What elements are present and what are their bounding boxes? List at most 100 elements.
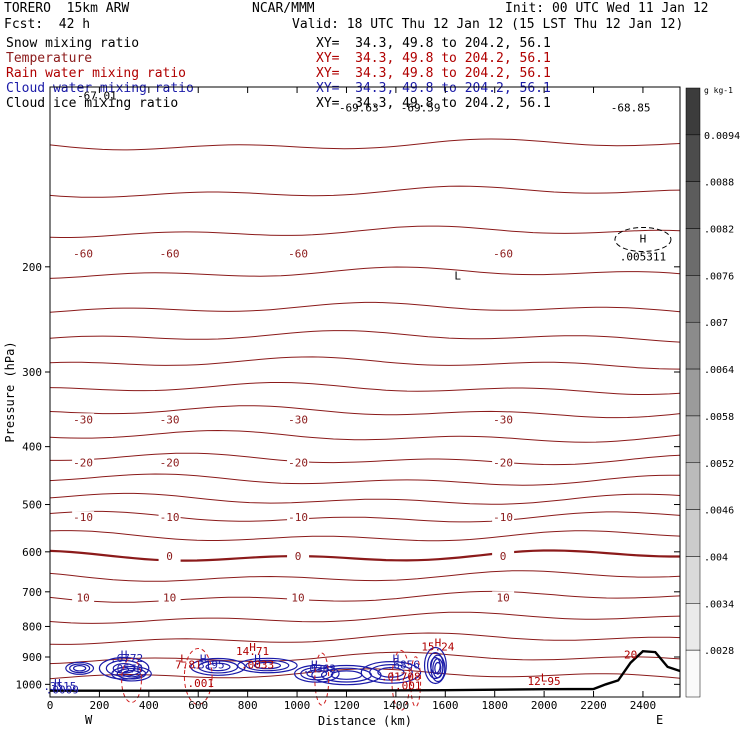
contour-value-label: -69.59 [401, 102, 441, 115]
extremum-marker: H [393, 653, 400, 666]
legend-xy-cloud-water: XY= 34.3, 49.8 to 204.2, 56.1 [316, 81, 551, 96]
legend-label-cloud-ice: Cloud ice mixing ratio [6, 96, 179, 111]
isotherm-label: -60 [288, 248, 308, 261]
isotherm-line [49, 651, 681, 665]
isotherm-label: -20 [493, 456, 513, 469]
isotherm-label-bg [72, 511, 95, 525]
isotherm-line [49, 356, 681, 370]
isotherm-line [49, 225, 681, 238]
isotherm-line [49, 570, 681, 582]
isotherm-label: -30 [73, 413, 93, 426]
extremum-marker: H [121, 648, 128, 661]
isotherm-label-bg [287, 247, 310, 261]
cloud-water-contour [368, 664, 413, 681]
contour-value-label: -67.01 [77, 90, 117, 103]
cloud-water-contour [430, 654, 446, 683]
x-tick-label: 2000 [531, 699, 558, 712]
isotherm-label-bg [158, 550, 181, 564]
isotherm-line [49, 590, 681, 603]
colorbar-tick-label: 0.0094 [704, 131, 740, 142]
isotherm-label-bg [492, 591, 515, 605]
cloud-water-contour [432, 658, 444, 679]
isotherm-label-bg [492, 247, 515, 261]
y-axis-label: Pressure (hPa) [3, 341, 17, 442]
colorbar-swatch [685, 603, 701, 651]
legend-xy-cloud-ice: XY= 34.3, 49.8 to 204.2, 56.1 [316, 96, 551, 111]
isotherm-label: -10 [288, 511, 308, 524]
colorbar-swatch [685, 321, 701, 370]
y-tick-label: 1000 [16, 678, 43, 691]
isotherm-label-bg [492, 456, 515, 470]
isotherm-label-bg [492, 511, 515, 525]
west-label: W [85, 713, 93, 727]
cloud-water-contour [434, 661, 442, 675]
x-tick-label: 2400 [630, 699, 657, 712]
extremum-marker: L [541, 672, 548, 685]
contour-value-label: -68.85 [611, 102, 651, 115]
contour-value-label: 14.71 [236, 645, 269, 658]
colorbar-swatch [685, 134, 701, 182]
y-tick-label: 300 [22, 366, 42, 379]
colorbar-swatch [685, 87, 701, 136]
colorbar-tick-label: .0058 [704, 412, 734, 423]
cloud-water-contour [205, 662, 231, 672]
contour-value-label: .3195 [192, 658, 225, 671]
isotherm-line [49, 138, 681, 151]
colorbar-tick-label: .0088 [704, 178, 734, 189]
colorbar-tick-label: .007 [704, 318, 728, 329]
rain-contour [183, 647, 213, 705]
contour-value-label: .01708 [381, 670, 421, 683]
cloud-water-contour [237, 657, 298, 674]
plot-frame [49, 86, 681, 698]
isotherm-line [50, 452, 681, 466]
colorbar-tick-label: .0052 [704, 459, 734, 470]
x-tick-label: 1800 [481, 699, 508, 712]
isotherm-line [49, 473, 681, 486]
y-tick-label: 900 [22, 651, 42, 664]
x-tick-label: 800 [238, 699, 258, 712]
isotherm-label-bg [158, 591, 181, 605]
valid-time: Valid: 18 UTC Thu 12 Jan 12 (15 LST Thu … [292, 17, 684, 32]
cloud-water-contour [116, 667, 147, 680]
y-tick-label: 200 [22, 261, 42, 274]
isotherm-label: 0 [166, 550, 173, 563]
y-tick-label: 700 [22, 586, 42, 599]
isotherm-line [49, 266, 681, 279]
x-tick-label: 1200 [333, 699, 360, 712]
extremum-marker: H [640, 232, 647, 245]
x-axis-label: Distance (km) [318, 714, 412, 728]
colorbar-unit: g kg-1 [704, 86, 733, 95]
legend-label-cloud-water: Cloud water mixing ratio [6, 81, 194, 96]
isotherm-line [49, 632, 681, 645]
y-tick-label: 400 [22, 441, 42, 454]
isotherm-label: -20 [160, 456, 180, 469]
colorbar: 0.0094 .0088 .0082 .0076 .007 .0064 .0058 .0052… [685, 86, 740, 698]
cloud-water-contour [190, 657, 246, 676]
forecast-hour: Fcst: 42 h [4, 17, 91, 32]
cloud-water-contour [377, 667, 405, 678]
x-tick-label: 400 [139, 699, 159, 712]
isotherm-line [49, 429, 681, 443]
east-label: E [656, 713, 663, 727]
contour-value-label: 7.81 [175, 658, 202, 671]
isotherm-label-bg [287, 591, 310, 605]
isotherm-line [49, 510, 681, 523]
extremum-marker: H [200, 653, 207, 666]
isotherm-layer: -60 -60 -60 -60 -30 -30 -30 -30 -20 -20 -20 -20 -10 -… [49, 138, 681, 680]
extremum-marker: L [180, 653, 187, 666]
isotherm-label-bg [158, 511, 181, 525]
isotherm-label: 10 [76, 591, 89, 604]
contour-value-label: 15.24 [421, 641, 454, 654]
colorbar-tick-label: .0082 [704, 225, 734, 236]
contour-value-label: .0033 [241, 658, 274, 671]
x-tick-label: 1000 [284, 699, 311, 712]
isotherm-label-bg [72, 247, 95, 261]
isotherm-line [49, 405, 681, 419]
x-tick-label: 0 [47, 699, 54, 712]
center-label: NCAR/MMM [252, 1, 315, 16]
colorbar-swatch [685, 509, 701, 557]
contour-value-label: 20 [624, 648, 637, 661]
colorbar-swatch [685, 275, 701, 323]
cloud-water-contour [65, 661, 95, 675]
colorbar-swatch [685, 181, 701, 229]
